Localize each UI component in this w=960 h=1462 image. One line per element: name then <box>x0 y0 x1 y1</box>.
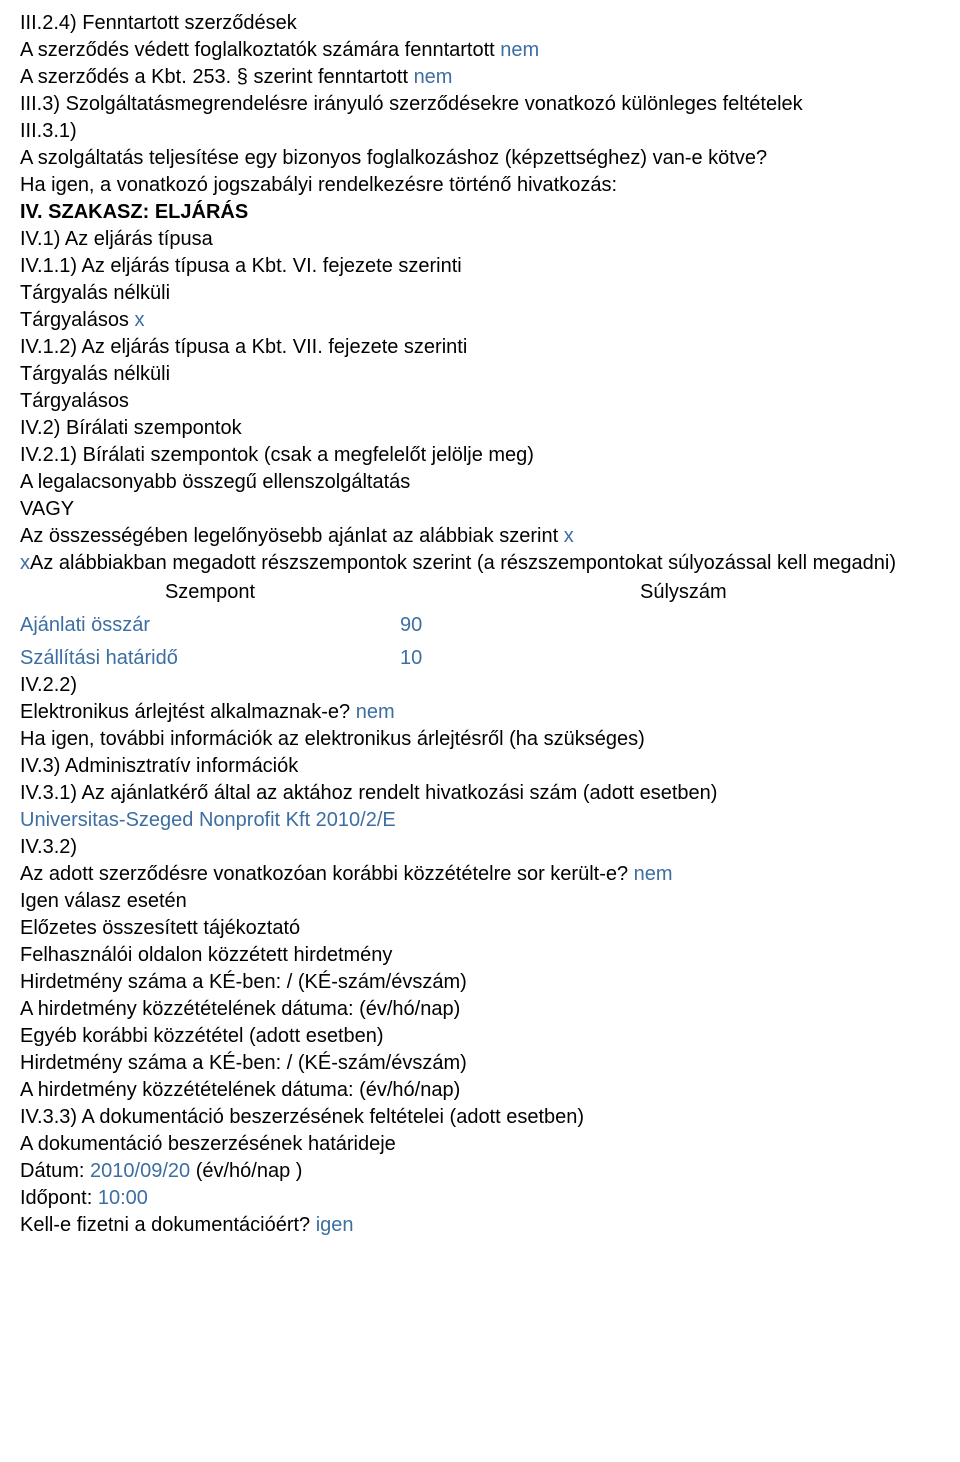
text-line: Egyéb korábbi közzététel (adott esetben) <box>20 1023 940 1050</box>
text-line: IV.1.1) Az eljárás típusa a Kbt. VI. fej… <box>20 253 940 280</box>
row-value: 10 <box>400 645 480 672</box>
table-row: Szállítási határidő 10 <box>20 645 940 672</box>
text-line: IV.3.3) A dokumentáció beszerzésének fel… <box>20 1104 940 1131</box>
value-x: x <box>564 525 574 547</box>
text: Időpont: <box>20 1187 98 1209</box>
text-line: A hirdetmény közzétételének dátuma: (év/… <box>20 1077 940 1104</box>
text: Az összességében legelőnyösebb ajánlat a… <box>20 525 564 547</box>
row-label: Szállítási határidő <box>20 645 400 672</box>
value: nem <box>634 863 673 885</box>
row-value: 90 <box>400 612 480 639</box>
value: igen <box>316 1214 354 1236</box>
col-header-left: Szempont <box>20 579 400 606</box>
text-line: Hirdetmény száma a KÉ-ben: / (KÉ-szám/év… <box>20 1050 940 1077</box>
text-line: Dátum: 2010/09/20 (év/hó/nap ) <box>20 1158 940 1185</box>
text-line: Tárgyalásos <box>20 388 940 415</box>
spacer <box>480 612 940 639</box>
section-heading-bold: IV. SZAKASZ: ELJÁRÁS <box>20 199 940 226</box>
section-heading: III.3) Szolgáltatásmegrendelésre irányul… <box>20 91 940 118</box>
text: Dátum: <box>20 1160 90 1182</box>
text-line: Előzetes összesített tájékoztató <box>20 915 940 942</box>
section-number: IV.2.2) <box>20 672 940 699</box>
value: nem <box>414 66 453 88</box>
table-header-row: Szempont Súlyszám <box>20 579 940 606</box>
time-value: 10:00 <box>98 1187 148 1209</box>
text-line: A dokumentáció beszerzésének határideje <box>20 1131 940 1158</box>
text-line: IV.1.2) Az eljárás típusa a Kbt. VII. fe… <box>20 334 940 361</box>
value-x: x <box>20 552 30 574</box>
date-value: 2010/09/20 <box>90 1160 190 1182</box>
text-line: Tárgyalás nélküli <box>20 361 940 388</box>
text-line: Az összességében legelőnyösebb ajánlat a… <box>20 523 940 550</box>
row-label: Ajánlati összár <box>20 612 400 639</box>
text: Kell-e fizetni a dokumentációért? <box>20 1214 316 1236</box>
text-line: A szerződés védett foglalkoztatók számár… <box>20 37 940 64</box>
section-number: IV.3.2) <box>20 834 940 861</box>
text-line: A legalacsonyabb összegű ellenszolgáltat… <box>20 469 940 496</box>
text-line: VAGY <box>20 496 940 523</box>
text-line: Az adott szerződésre vonatkozóan korábbi… <box>20 861 940 888</box>
value: nem <box>356 701 395 723</box>
table-row: Ajánlati összár 90 <box>20 612 940 639</box>
text-line: Ha igen, további információk az elektron… <box>20 726 940 753</box>
text: Elektronikus árlejtést alkalmaznak-e? <box>20 701 356 723</box>
text: A szerződés védett foglalkoztatók számár… <box>20 39 500 61</box>
text: Az adott szerződésre vonatkozóan korábbi… <box>20 863 634 885</box>
text: (év/hó/nap ) <box>190 1160 302 1182</box>
text: Tárgyalásos <box>20 309 135 331</box>
text-line: IV.2.1) Bírálati szempontok (csak a megf… <box>20 442 940 469</box>
text-line: Kell-e fizetni a dokumentációért? igen <box>20 1212 940 1239</box>
text-line: Ha igen, a vonatkozó jogszabályi rendelk… <box>20 172 940 199</box>
text-line: Időpont: 10:00 <box>20 1185 940 1212</box>
value-x: x <box>135 309 145 331</box>
text: Az alábbiakban megadott részszempontok s… <box>30 552 896 574</box>
spacer <box>400 579 480 606</box>
text-line: A szolgáltatás teljesítése egy bizonyos … <box>20 145 940 172</box>
section-number: III.3.1) <box>20 118 940 145</box>
text-line: Tárgyalásos x <box>20 307 940 334</box>
section-heading: III.2.4) Fenntartott szerződések <box>20 10 940 37</box>
text-line: Felhasználói oldalon közzétett hirdetmén… <box>20 942 940 969</box>
section-heading: IV.1) Az eljárás típusa <box>20 226 940 253</box>
text-line: A szerződés a Kbt. 253. § szerint fennta… <box>20 64 940 91</box>
text-line: Igen válasz esetén <box>20 888 940 915</box>
reference-value: Universitas-Szeged Nonprofit Kft 2010/2/… <box>20 807 940 834</box>
section-heading: IV.2) Bírálati szempontok <box>20 415 940 442</box>
text: A szerződés a Kbt. 253. § szerint fennta… <box>20 66 414 88</box>
text-line: Hirdetmény száma a KÉ-ben: / (KÉ-szám/év… <box>20 969 940 996</box>
col-header-right: Súlyszám <box>480 579 940 606</box>
value: nem <box>500 39 539 61</box>
text-line: xAz alábbiakban megadott részszempontok … <box>20 550 940 577</box>
section-heading: IV.3) Adminisztratív információk <box>20 753 940 780</box>
text-line: Tárgyalás nélküli <box>20 280 940 307</box>
text-line: IV.3.1) Az ajánlatkérő által az aktához … <box>20 780 940 807</box>
text-line: A hirdetmény közzétételének dátuma: (év/… <box>20 996 940 1023</box>
text-line: Elektronikus árlejtést alkalmaznak-e? ne… <box>20 699 940 726</box>
spacer <box>480 645 940 672</box>
